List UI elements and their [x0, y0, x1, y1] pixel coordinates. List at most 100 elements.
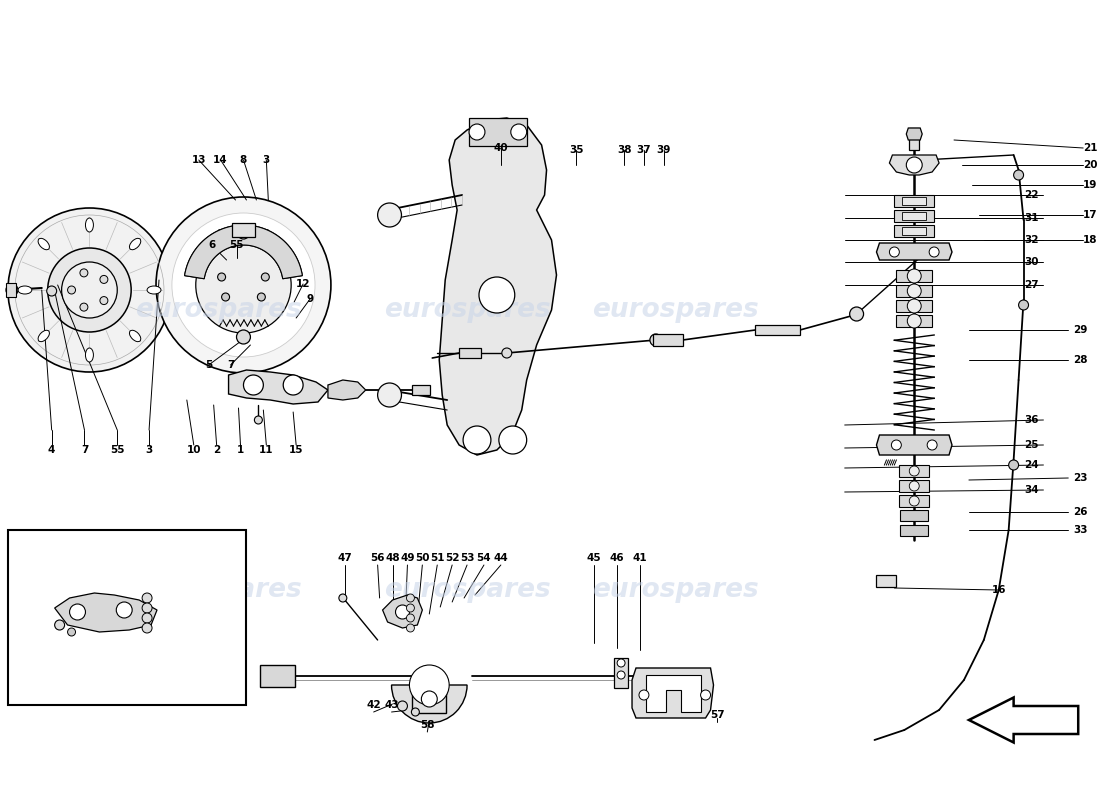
Circle shape [55, 620, 65, 630]
Circle shape [701, 690, 711, 700]
Text: 25: 25 [1024, 440, 1038, 450]
Text: 8: 8 [240, 155, 248, 165]
Circle shape [469, 124, 485, 140]
Text: 55: 55 [110, 445, 124, 455]
Bar [900, 465, 930, 477]
Text: 20: 20 [1084, 160, 1098, 170]
Circle shape [849, 307, 864, 321]
Bar [896, 315, 932, 327]
Text: 52: 52 [444, 553, 460, 563]
Bar [896, 300, 932, 312]
Circle shape [377, 383, 402, 407]
Circle shape [908, 299, 921, 313]
Text: 14: 14 [213, 155, 228, 165]
Polygon shape [646, 675, 701, 712]
Ellipse shape [86, 348, 94, 362]
Bar [894, 225, 934, 237]
Text: 50: 50 [415, 553, 430, 563]
Polygon shape [185, 225, 302, 278]
Text: 45: 45 [587, 553, 602, 563]
Text: 17: 17 [1084, 210, 1098, 220]
Bar [894, 210, 934, 222]
Circle shape [339, 594, 346, 602]
Circle shape [510, 124, 527, 140]
Text: 46: 46 [609, 553, 625, 563]
Bar [900, 480, 930, 492]
Text: 22: 22 [1024, 190, 1038, 200]
Text: 7: 7 [80, 445, 88, 455]
Circle shape [910, 496, 920, 506]
Text: 44: 44 [494, 553, 508, 563]
Circle shape [927, 440, 937, 450]
Bar [902, 227, 926, 235]
Text: 24: 24 [1024, 460, 1038, 470]
Circle shape [243, 375, 263, 395]
Text: 39: 39 [657, 145, 671, 155]
Ellipse shape [18, 286, 32, 294]
Text: eurospares: eurospares [593, 577, 759, 603]
Polygon shape [229, 370, 328, 404]
Text: 57: 57 [711, 710, 725, 720]
Ellipse shape [39, 330, 50, 342]
Bar [412, 385, 430, 395]
Circle shape [69, 604, 86, 620]
Text: 33: 33 [1074, 525, 1088, 535]
Bar [459, 348, 481, 358]
Circle shape [906, 157, 922, 173]
Text: 55: 55 [229, 240, 244, 250]
Circle shape [254, 416, 263, 424]
Text: 53: 53 [460, 553, 474, 563]
Text: 5: 5 [205, 360, 212, 370]
Text: 42: 42 [366, 700, 381, 710]
Polygon shape [890, 155, 939, 175]
Bar [8, 530, 246, 705]
Polygon shape [877, 243, 952, 260]
Text: 47: 47 [338, 553, 352, 563]
Text: 7: 7 [227, 360, 234, 370]
Text: 15: 15 [289, 445, 304, 455]
Circle shape [8, 208, 170, 372]
Text: Soluzione superata: Soluzione superata [52, 654, 187, 666]
Wedge shape [392, 685, 468, 723]
Circle shape [100, 275, 108, 283]
Text: 9: 9 [307, 294, 314, 304]
Bar [231, 223, 255, 237]
Circle shape [890, 247, 900, 257]
Circle shape [46, 286, 56, 296]
Circle shape [478, 277, 515, 313]
Text: 51: 51 [430, 553, 444, 563]
Text: 10: 10 [187, 445, 201, 455]
Text: 12: 12 [296, 279, 310, 289]
Text: 21: 21 [1084, 143, 1098, 153]
Bar [896, 285, 932, 297]
Text: eurospares: eurospares [135, 297, 302, 323]
Text: 56: 56 [371, 553, 385, 563]
Circle shape [172, 213, 315, 357]
Text: 40: 40 [494, 143, 508, 153]
Text: 35: 35 [569, 145, 584, 155]
Text: 37: 37 [637, 145, 651, 155]
Polygon shape [439, 118, 557, 455]
Text: 49: 49 [400, 553, 415, 563]
Circle shape [617, 659, 625, 667]
Bar [894, 195, 934, 207]
Circle shape [421, 691, 438, 707]
Circle shape [1019, 300, 1028, 310]
Circle shape [908, 284, 921, 298]
Circle shape [910, 481, 920, 491]
Ellipse shape [130, 238, 141, 250]
Polygon shape [383, 595, 422, 628]
Circle shape [47, 248, 131, 332]
Text: 50: 50 [89, 535, 103, 545]
Text: 6: 6 [208, 240, 216, 250]
Circle shape [908, 269, 921, 283]
Text: 48: 48 [385, 553, 399, 563]
Text: 51: 51 [132, 535, 146, 545]
Circle shape [142, 623, 152, 633]
Text: 49: 49 [64, 535, 79, 545]
Text: 31: 31 [1024, 213, 1038, 223]
Circle shape [411, 708, 419, 716]
Polygon shape [185, 225, 302, 278]
Circle shape [406, 594, 415, 602]
Text: Old solution: Old solution [77, 669, 162, 682]
